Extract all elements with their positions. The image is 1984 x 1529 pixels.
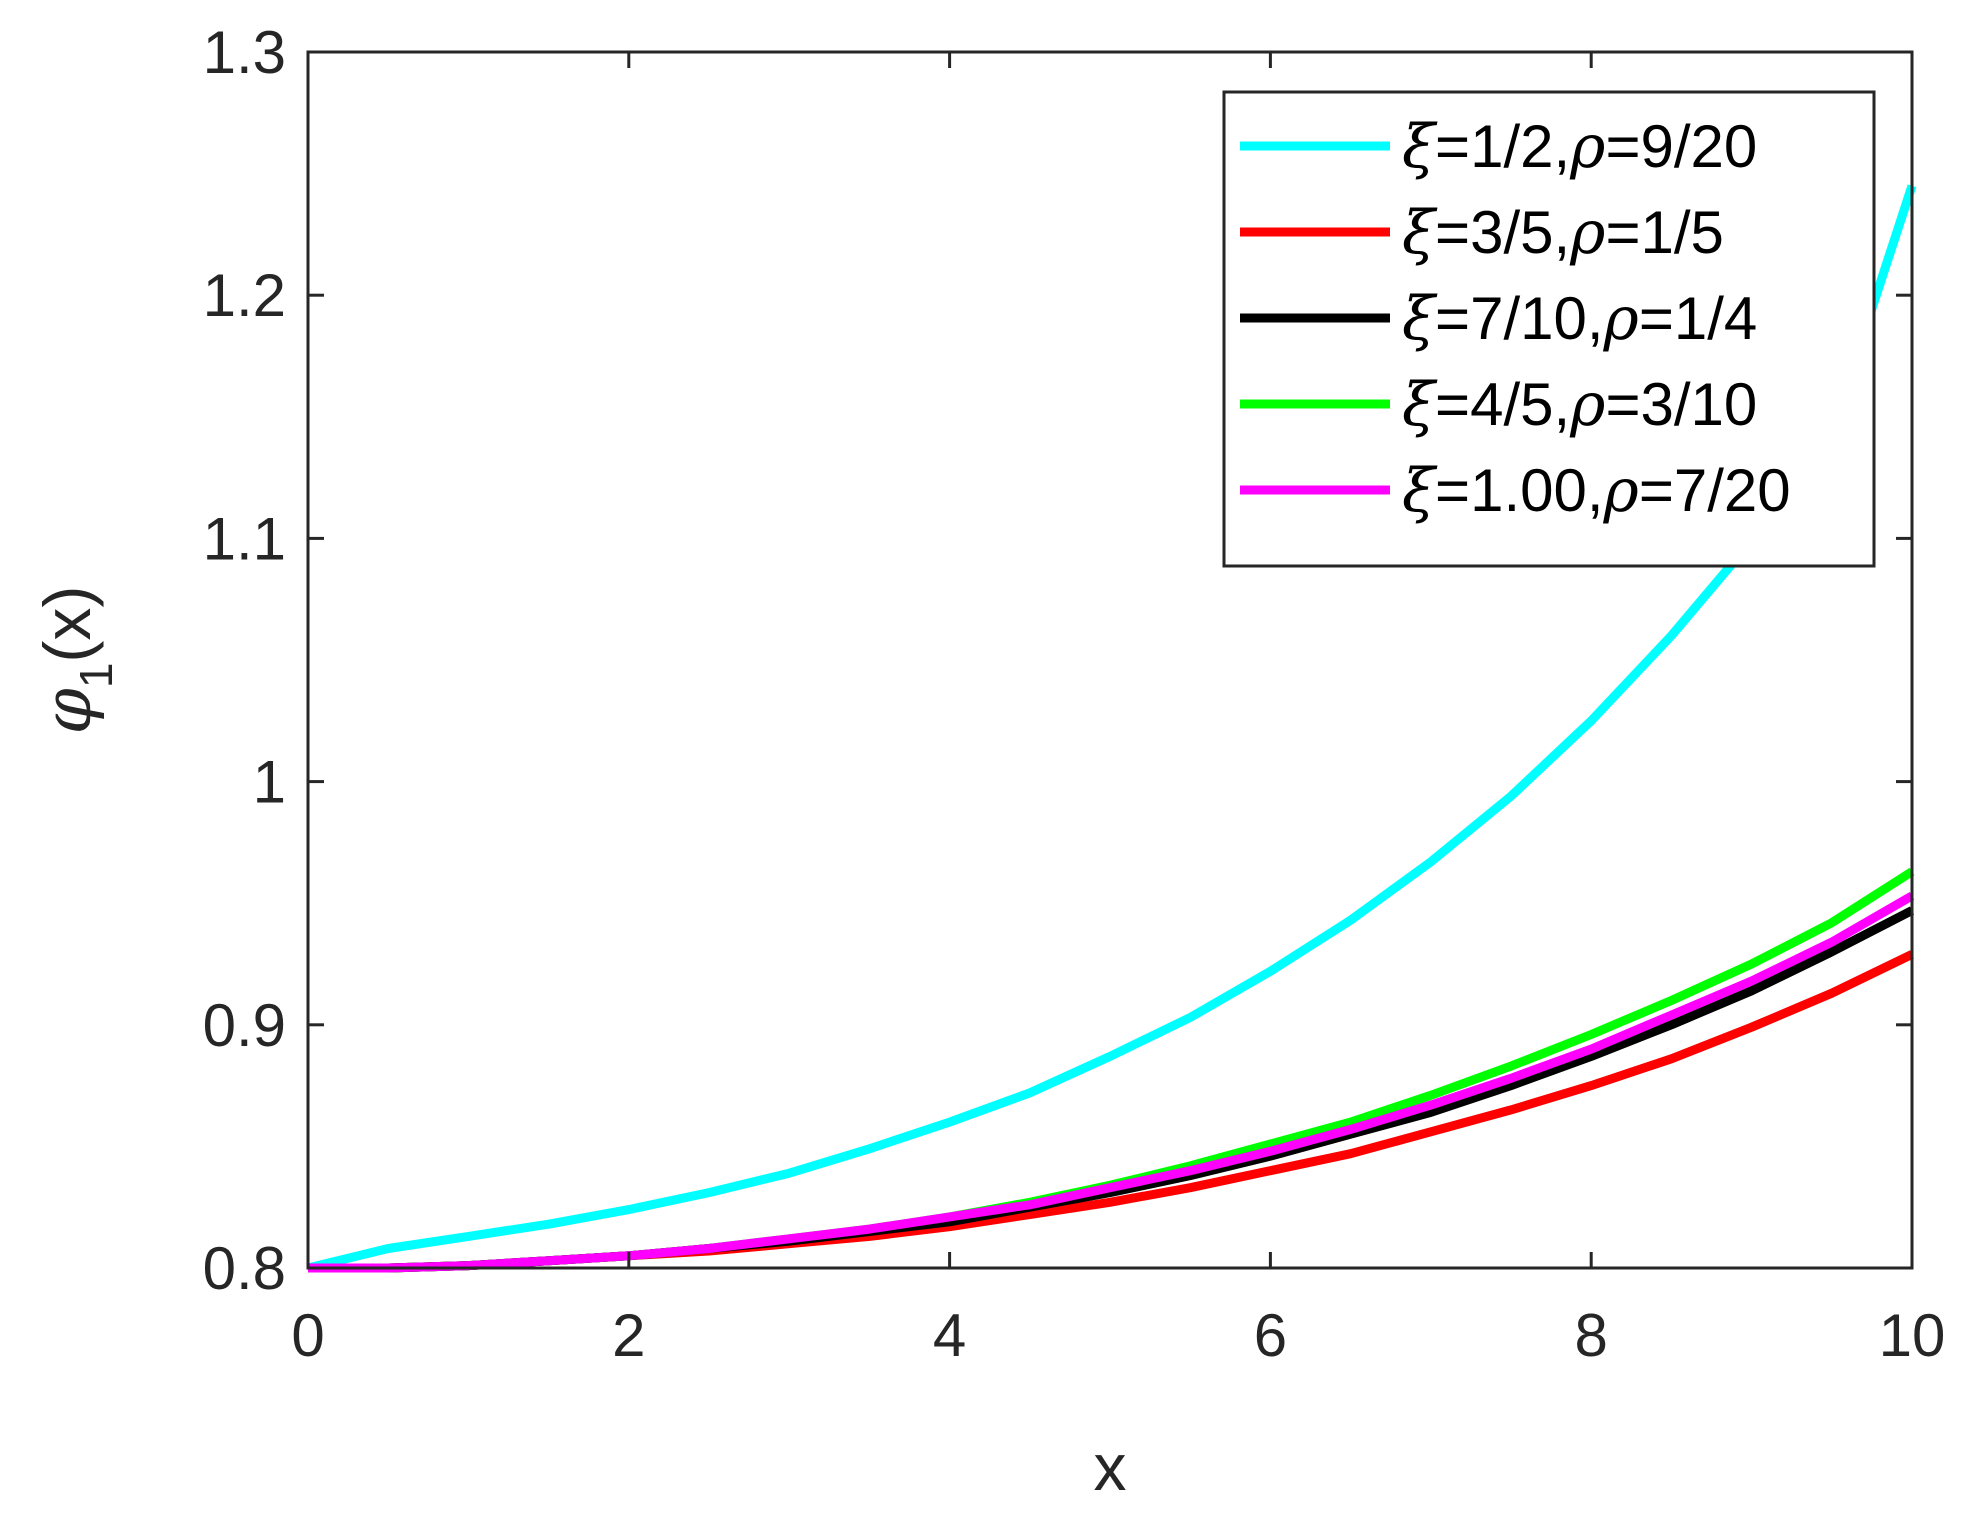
series-line-1 (306, 184, 1917, 1273)
y-tick-label: 1.1 (203, 505, 286, 572)
x-axis-label: x (1094, 1430, 1127, 1504)
legend: ξ=1/2,ρ=9/20 ξ=3/5,ρ=1/5 ξ=7/10,ρ=1/4 ξ=4/5… (1222, 90, 1876, 568)
x-tick-label: 2 (612, 1302, 645, 1369)
y-tick-label: 0.9 (203, 992, 286, 1059)
series-layer (306, 184, 1917, 1273)
axes-box (306, 50, 1914, 1270)
y-axis-label-suffix: (x) (30, 586, 104, 663)
x-tick-label: 8 (1575, 1302, 1608, 1369)
legend-entries: ξ=1/2,ρ=9/20 ξ=3/5,ρ=1/5 ξ=7/10,ρ=1/4 ξ=4/5… (1240, 112, 1791, 526)
tick-labels-layer: 0 2 4 6 8 10 0.8 0.9 1 1.1 1.2 1.3 (203, 19, 1946, 1369)
legend-label-5: ξ=1.00,ρ=7/20 (1402, 456, 1791, 526)
x-tick-label: 10 (1879, 1302, 1946, 1369)
legend-label-4: ξ=4/5,ρ=3/10 (1402, 370, 1757, 440)
y-tick-label: 1 (253, 749, 286, 816)
x-tick-label: 4 (933, 1302, 966, 1369)
y-axis-label: φ1(x) (29, 586, 122, 735)
y-tick-label: 1.2 (203, 262, 286, 329)
y-tick-label: 0.8 (203, 1235, 286, 1302)
legend-label-3: ξ=7/10,ρ=1/4 (1402, 284, 1757, 354)
legend-label-1: ξ=1/2,ρ=9/20 (1402, 112, 1757, 182)
y-axis-label-subscript: 1 (70, 663, 122, 689)
x-tick-label: 6 (1254, 1302, 1287, 1369)
x-tick-label: 0 (291, 1302, 324, 1369)
legend-label-2: ξ=3/5,ρ=1/5 (1402, 198, 1724, 268)
y-tick-label: 1.3 (203, 19, 286, 86)
y-axis-label-symbol: φ (29, 688, 106, 734)
series-line-5 (308, 892, 1915, 1273)
